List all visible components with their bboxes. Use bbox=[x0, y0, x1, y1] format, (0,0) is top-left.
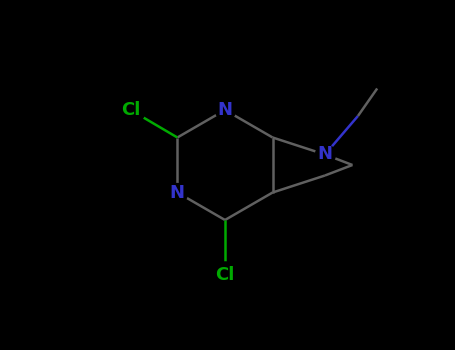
Text: Cl: Cl bbox=[121, 101, 140, 119]
Text: N: N bbox=[318, 146, 333, 163]
Text: Cl: Cl bbox=[215, 266, 235, 284]
Text: N: N bbox=[217, 101, 233, 119]
Text: N: N bbox=[170, 183, 185, 202]
